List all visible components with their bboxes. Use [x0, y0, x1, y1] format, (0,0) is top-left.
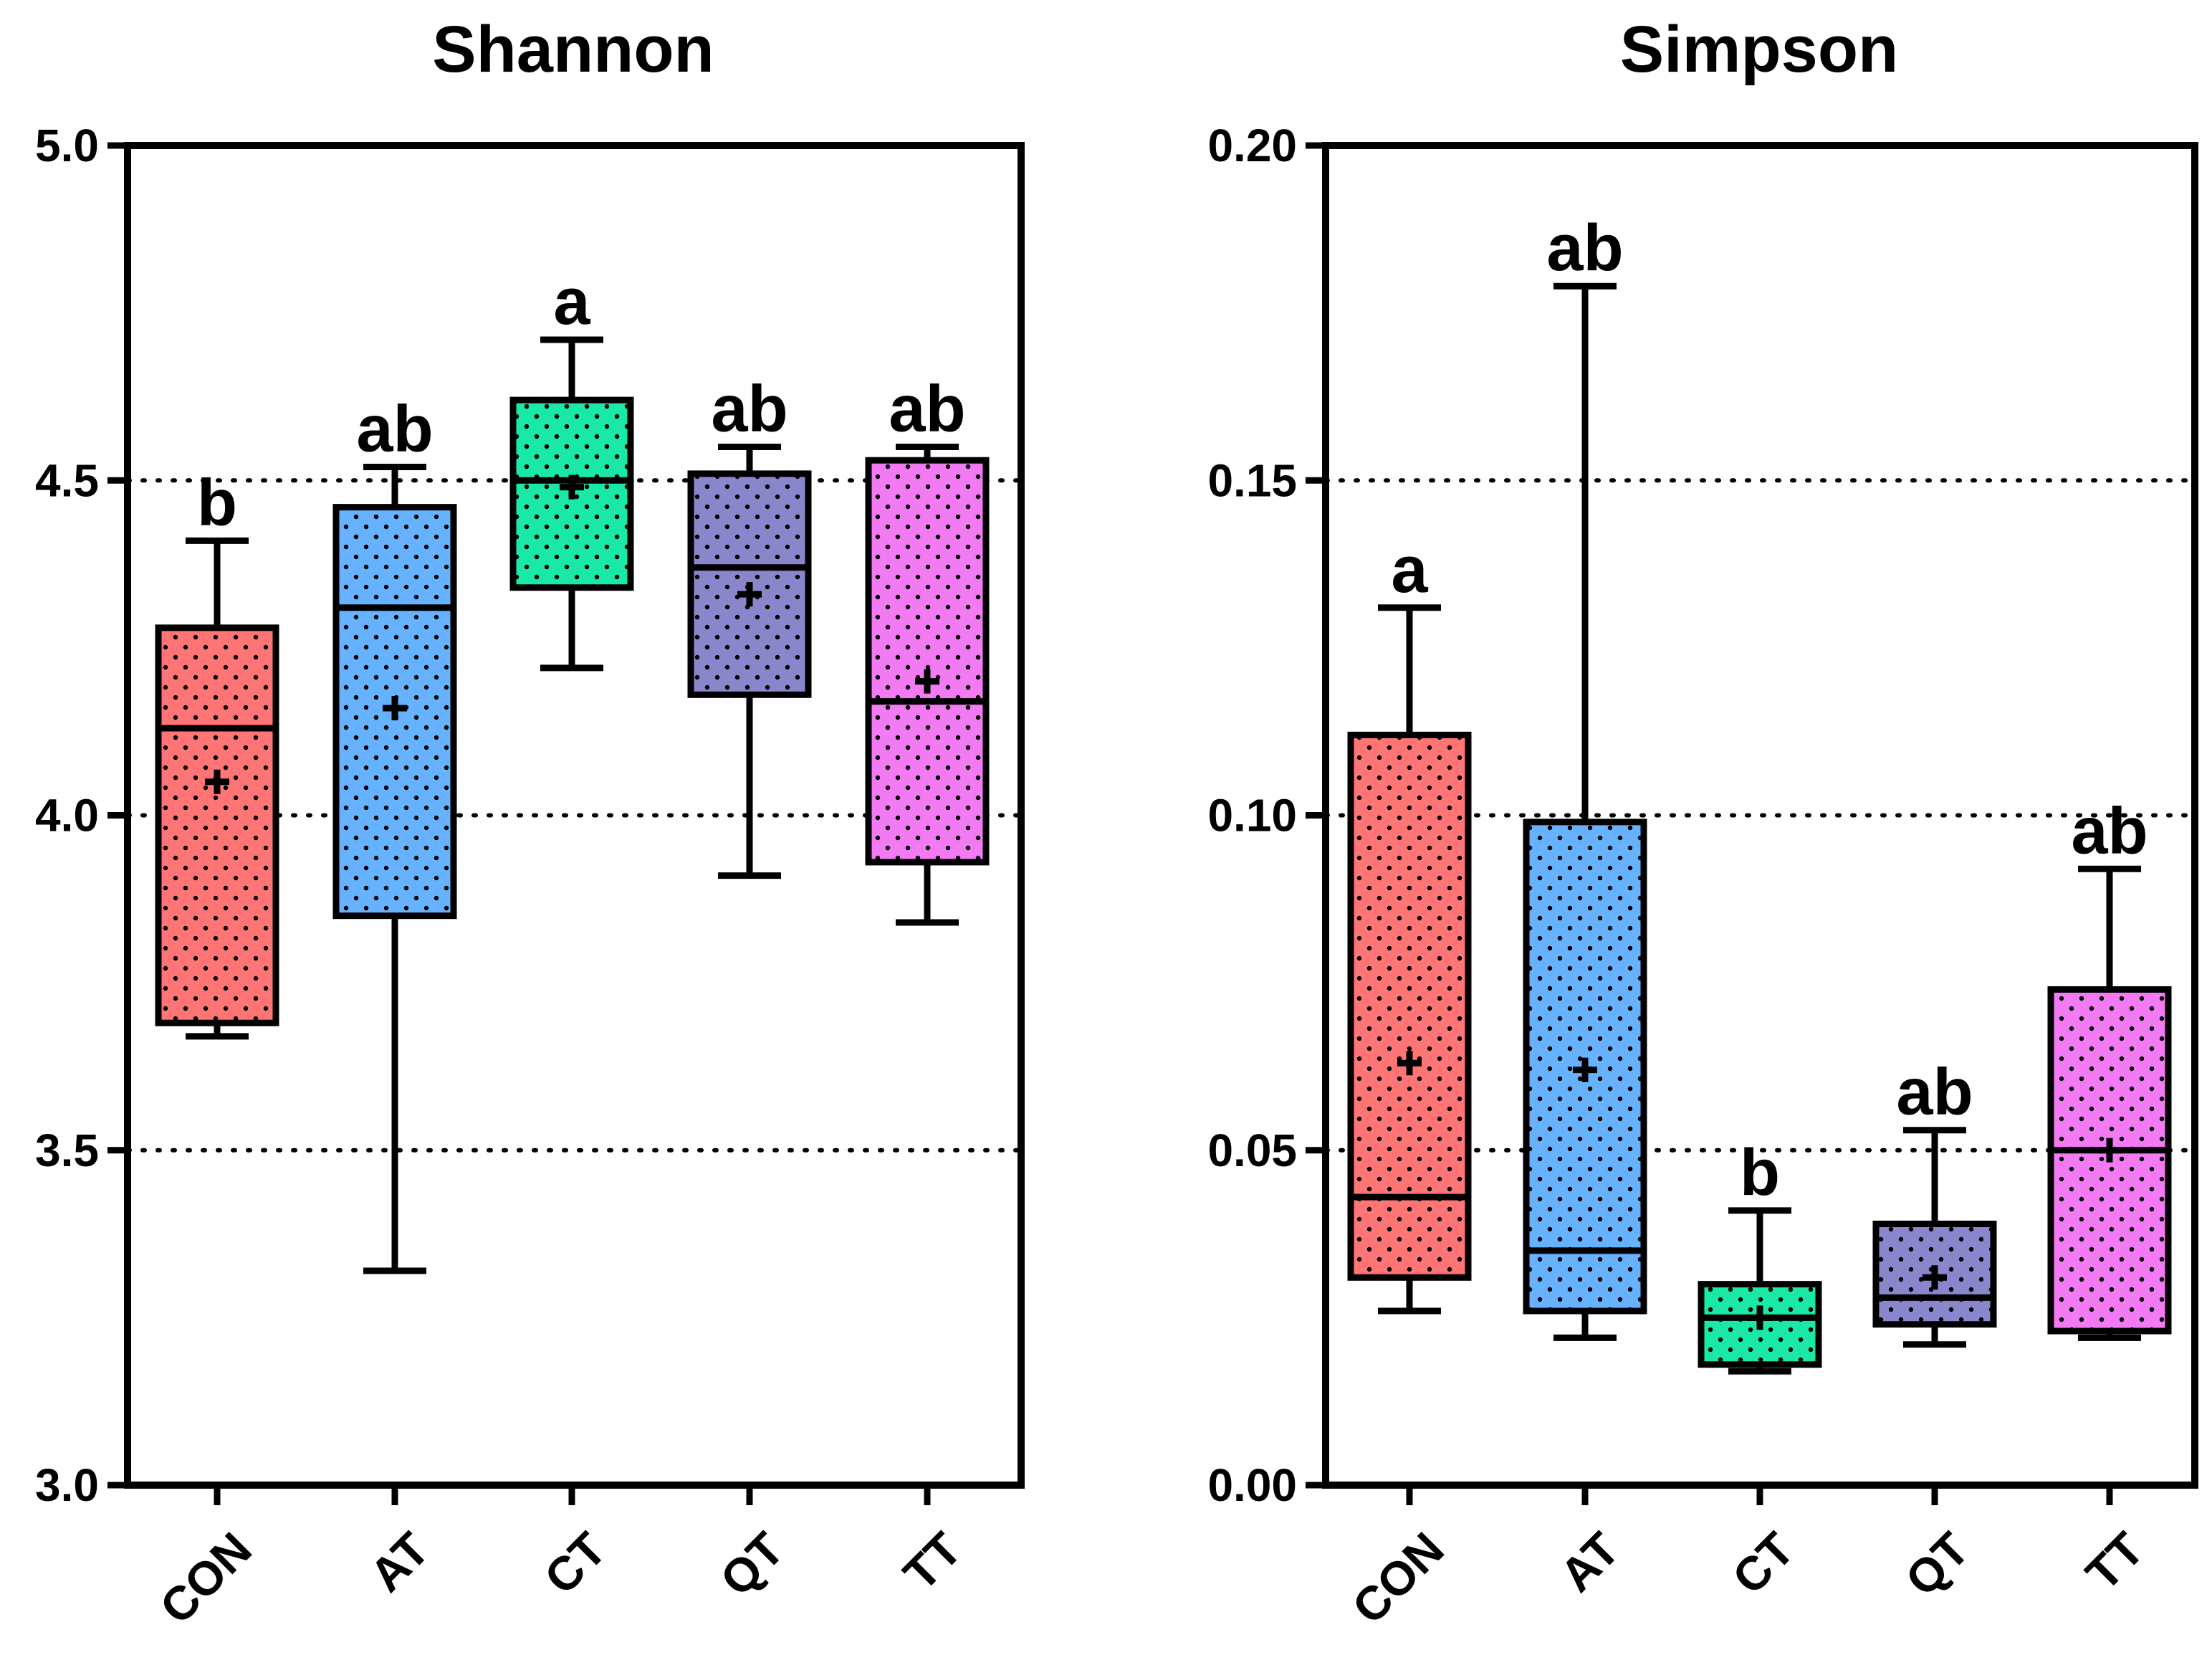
y-tick-label: 0.05 [1207, 1125, 1297, 1176]
panel-title: Shannon [432, 13, 714, 86]
significance-label: ab [1546, 211, 1623, 285]
x-tick-label: TT [2075, 1522, 2153, 1601]
box-con [1347, 604, 1472, 1315]
box-outline [1523, 819, 1647, 1315]
box-pattern [158, 627, 276, 1024]
box-qt [687, 444, 812, 879]
box-outline [2047, 986, 2172, 1335]
significance-label: ab [711, 373, 787, 446]
box-con [155, 537, 279, 1040]
box-at [1523, 282, 1647, 1341]
box-outline [1698, 1281, 1822, 1368]
significance-label: ab [2071, 794, 2148, 867]
shannon-panel: Shannon b CON ab AT a CT ab QT ab TT 3.0 3.5 4.0 4.5 5… [35, 13, 1025, 1634]
significance-label: b [1740, 1136, 1780, 1209]
significance-label: b [197, 466, 237, 539]
y-tick-label: 0.00 [1207, 1459, 1297, 1511]
x-tick-label: QT [710, 1522, 794, 1606]
y-tick-label: 0.10 [1207, 790, 1297, 841]
x-tick-label: CT [1722, 1522, 1804, 1605]
x-tick-label: AT [1550, 1522, 1629, 1602]
x-tick-label: CON [1342, 1522, 1454, 1634]
x-tick-label: AT [360, 1522, 439, 1602]
y-tick-label: 3.5 [35, 1125, 99, 1176]
panel-title: Simpson [1620, 13, 1898, 86]
x-tick-label: CON [150, 1522, 262, 1634]
significance-label: ab [889, 373, 965, 446]
y-tick-label: 4.5 [35, 454, 99, 506]
box-outline [332, 504, 457, 920]
y-tick-label: 4.0 [35, 790, 99, 841]
box-outline [155, 624, 279, 1026]
x-tick-label: TT [893, 1522, 971, 1601]
significance-label: ab [1896, 1056, 1973, 1129]
box-at [332, 464, 457, 1274]
axes [107, 142, 1025, 1505]
significance-label: a [1391, 533, 1428, 606]
y-tick-label: 0.15 [1207, 454, 1297, 506]
box-qt [1872, 1127, 1997, 1348]
box-pattern [868, 460, 986, 862]
box-ct [1698, 1207, 1822, 1375]
box-outline [865, 457, 990, 866]
plot-frame [124, 142, 1025, 1489]
box-ct [509, 336, 634, 672]
plot-frame [1322, 142, 2198, 1489]
y-tick-label: 0.20 [1207, 120, 1297, 171]
box-tt [865, 444, 990, 926]
box-outline [1347, 731, 1472, 1281]
box-outline [509, 396, 634, 591]
box-pattern [1351, 735, 1468, 1278]
axes [1306, 142, 2198, 1505]
significance-label: ab [356, 393, 433, 466]
box-outline [1872, 1221, 1997, 1328]
y-tick-label: 3.0 [35, 1459, 99, 1511]
box-outline [687, 470, 812, 698]
x-tick-label: QT [1895, 1522, 1979, 1606]
boxes [1347, 282, 2172, 1375]
x-tick-label: CT [534, 1522, 616, 1605]
y-tick-label: 5.0 [35, 120, 99, 171]
boxes [155, 336, 990, 1274]
simpson-panel: Simpson a CON ab AT b CT ab QT ab TT 0.00 0.05 0.10 0… [1207, 13, 2198, 1634]
significance-label: a [553, 265, 590, 338]
box-tt [2047, 865, 2172, 1341]
